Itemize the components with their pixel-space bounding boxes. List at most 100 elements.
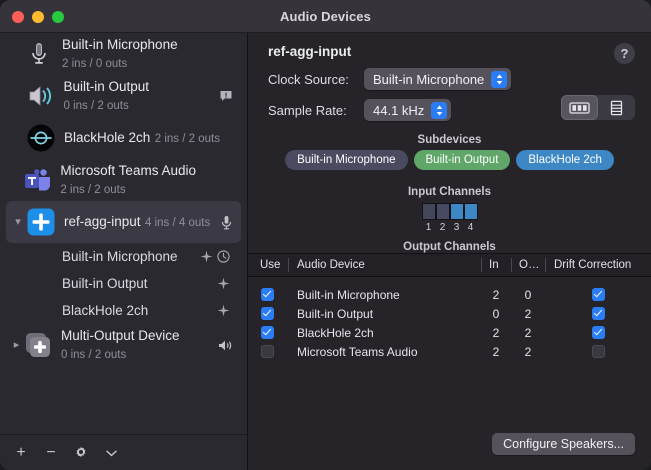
device-row-microsoft-teams-audio[interactable]: Microsoft Teams Audio 2 ins / 2 outs bbox=[6, 159, 241, 201]
configure-speakers-button[interactable]: Configure Speakers... bbox=[492, 433, 635, 455]
chevron-right-icon[interactable]: ▸ bbox=[13, 339, 20, 351]
device-name: Built-in Microphone bbox=[62, 37, 178, 52]
columns-view-icon[interactable] bbox=[561, 95, 598, 120]
device-trailing-icons bbox=[218, 339, 233, 352]
device-info: Multi-Output Device 0 ins / 2 outs bbox=[61, 327, 214, 363]
alert-bubble-icon bbox=[219, 89, 233, 103]
subdevice-name: BlackHole 2ch bbox=[62, 303, 149, 318]
subdevice-row-built-in-microphone[interactable]: Built-in Microphone bbox=[6, 243, 241, 270]
stepper-arrows-icon[interactable] bbox=[431, 101, 448, 119]
use-checkbox[interactable] bbox=[261, 345, 274, 358]
input-channels-label: Input Channels bbox=[407, 186, 492, 198]
blackhole-icon bbox=[26, 123, 56, 153]
column-header-out[interactable]: O… bbox=[511, 253, 545, 277]
device-sidebar: Built-in Microphone 2 ins / 0 outs Built… bbox=[0, 33, 248, 470]
subdevice-pill-blackhole-2ch[interactable]: BlackHole 2ch bbox=[516, 150, 614, 170]
chevron-down-icon[interactable] bbox=[96, 439, 126, 467]
output-channels-label: Output Channels bbox=[403, 241, 496, 253]
device-settings-section: ref-agg-input ? Clock Source: Built-in M… bbox=[248, 33, 651, 253]
input-channel-map: 1 2 3 4 bbox=[248, 203, 651, 233]
device-name-cell: BlackHole 2ch bbox=[297, 326, 374, 340]
sample-rate-label: Sample Rate: bbox=[268, 102, 347, 118]
drift-correction-checkbox[interactable] bbox=[591, 307, 605, 320]
drift-correction-icon bbox=[217, 304, 230, 317]
device-channels: 0 ins / 2 outs bbox=[61, 349, 127, 361]
drift-checkbox-cell bbox=[545, 305, 651, 324]
device-info: BlackHole 2ch 2 ins / 2 outs bbox=[64, 129, 229, 147]
drift-correction-checkbox[interactable] bbox=[591, 326, 605, 339]
minimize-window-icon[interactable] bbox=[32, 11, 44, 23]
device-list: Built-in Microphone 2 ins / 0 outs Built… bbox=[0, 33, 247, 434]
device-info: Microsoft Teams Audio 2 ins / 2 outs bbox=[60, 162, 229, 198]
gear-icon[interactable] bbox=[66, 439, 96, 467]
add-device-button[interactable]: + bbox=[16, 443, 26, 461]
default-output-speaker-icon bbox=[218, 339, 233, 352]
device-info: Built-in Output 0 ins / 2 outs bbox=[64, 78, 215, 114]
device-channels: 0 ins / 2 outs bbox=[63, 100, 129, 112]
subdevice-row-blackhole-2ch[interactable]: BlackHole 2ch bbox=[6, 297, 241, 324]
device-channels: 4 ins / 4 outs bbox=[145, 217, 211, 229]
input-channel-block-3[interactable] bbox=[449, 203, 464, 220]
input-channel-block-1[interactable] bbox=[421, 203, 436, 220]
in-count-cell: 2 bbox=[492, 326, 500, 340]
input-channel-number: 2 bbox=[439, 222, 446, 233]
input-channel-number: 1 bbox=[425, 222, 432, 233]
microphone-icon bbox=[24, 39, 54, 69]
column-header-use[interactable]: Use bbox=[260, 259, 281, 271]
input-channel-block-4[interactable] bbox=[463, 203, 478, 220]
traffic-lights bbox=[12, 11, 64, 23]
remove-device-button[interactable]: − bbox=[46, 443, 56, 461]
close-window-icon[interactable] bbox=[12, 11, 24, 23]
subdevice-name: Built-in Microphone bbox=[62, 249, 178, 264]
column-header-in[interactable]: In bbox=[481, 253, 511, 277]
device-row-built-in-output[interactable]: Built-in Output 0 ins / 2 outs bbox=[6, 75, 241, 117]
input-channel-blocks bbox=[421, 203, 478, 220]
sample-rate-select[interactable]: 44.1 kHz bbox=[364, 99, 452, 121]
in-count-cell: 2 bbox=[492, 345, 500, 359]
out-count-cell: 2 bbox=[524, 345, 532, 359]
zoom-window-icon[interactable] bbox=[52, 11, 64, 23]
device-row-built-in-microphone[interactable]: Built-in Microphone 2 ins / 0 outs bbox=[6, 33, 241, 75]
table-row[interactable]: BlackHole 2ch 2 2 bbox=[248, 324, 651, 343]
device-channels: 2 ins / 2 outs bbox=[60, 184, 126, 196]
column-header-drift-correction[interactable]: Drift Correction bbox=[545, 253, 651, 277]
column-header-audio-device[interactable]: Audio Device bbox=[288, 253, 481, 277]
device-row-ref-agg-input[interactable]: ▾ ref-agg-input 4 ins / 4 outs bbox=[6, 201, 241, 243]
device-name: ref-agg-input bbox=[64, 214, 141, 229]
out-count-cell: 2 bbox=[524, 307, 532, 321]
drift-correction-checkbox[interactable] bbox=[591, 288, 605, 301]
subdevice-pill-built-in-output[interactable]: Built-in Output bbox=[413, 150, 511, 170]
sample-rate-row: Sample Rate: 44.1 kHz bbox=[268, 99, 452, 121]
sample-rate-value: 44.1 kHz bbox=[373, 102, 425, 118]
window-title: Audio Devices bbox=[280, 9, 371, 24]
table-row[interactable]: Built-in Microphone 2 0 bbox=[248, 286, 651, 305]
table-row[interactable]: Microsoft Teams Audio 2 2 bbox=[248, 343, 651, 362]
subdevice-row-built-in-output[interactable]: Built-in Output bbox=[6, 270, 241, 297]
device-row-multi-output-device[interactable]: ▸ Multi-Output Device 0 ins / 2 outs bbox=[6, 324, 241, 366]
device-channels: 2 ins / 2 outs bbox=[154, 133, 220, 145]
use-checkbox[interactable] bbox=[261, 326, 274, 339]
multi-output-device-icon bbox=[23, 330, 53, 360]
device-row-blackhole-2ch[interactable]: BlackHole 2ch 2 ins / 2 outs bbox=[6, 117, 241, 159]
clock-source-row: Clock Source: Built-in Microphone bbox=[268, 68, 512, 90]
subdevice-trailing-icons bbox=[217, 277, 230, 290]
clock-source-select[interactable]: Built-in Microphone bbox=[364, 68, 512, 90]
chevron-down-icon[interactable]: ▾ bbox=[15, 216, 21, 228]
drift-correction-checkbox[interactable] bbox=[591, 345, 605, 358]
device-name-cell: Built-in Output bbox=[297, 307, 374, 321]
use-checkbox-cell bbox=[248, 324, 288, 343]
use-checkbox[interactable] bbox=[261, 307, 274, 320]
input-channel-numbers: 1 2 3 4 bbox=[422, 222, 478, 233]
in-count-cell: 2 bbox=[492, 288, 500, 302]
list-view-icon[interactable] bbox=[598, 95, 635, 120]
subdevice-pill-built-in-microphone[interactable]: Built-in Microphone bbox=[285, 150, 408, 170]
help-button[interactable]: ? bbox=[614, 43, 635, 64]
use-checkbox[interactable] bbox=[261, 288, 274, 301]
table-row[interactable]: Built-in Output 0 2 bbox=[248, 305, 651, 324]
device-name: Multi-Output Device bbox=[61, 328, 180, 343]
input-channel-block-2[interactable] bbox=[435, 203, 450, 220]
aggregate-device-icon bbox=[26, 207, 56, 237]
sidebar-toolbar: + − bbox=[0, 434, 247, 470]
stepper-arrows-icon[interactable] bbox=[491, 70, 508, 88]
